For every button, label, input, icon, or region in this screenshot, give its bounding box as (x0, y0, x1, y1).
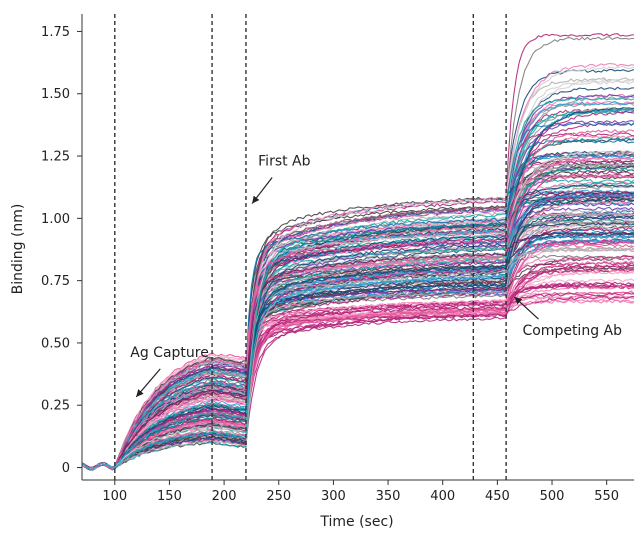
x-tick-label: 500 (540, 489, 565, 504)
binding-trace (81, 234, 634, 471)
y-tick-label: 0.75 (41, 274, 70, 289)
binding-trace (81, 267, 634, 470)
x-tick-label: 200 (212, 489, 237, 504)
y-tick-label: 0.25 (41, 399, 70, 414)
binding-trace (81, 270, 634, 470)
y-tick-label: 1.25 (41, 150, 70, 165)
phase-marker-layer (114, 14, 507, 480)
y-tick-label: 0 (62, 461, 70, 476)
binding-trace (81, 193, 634, 471)
binding-trace (81, 231, 634, 471)
binding-trace (81, 247, 634, 470)
binding-trace (81, 165, 634, 470)
x-tick-label: 300 (321, 489, 346, 504)
binding-trace (81, 197, 634, 471)
x-tick-label: 550 (594, 489, 619, 504)
binding-trace (81, 264, 634, 471)
binding-trace (81, 241, 634, 470)
binding-trace (81, 65, 634, 470)
y-axis-label: Binding (nm) (10, 204, 26, 295)
binding-trace (81, 107, 634, 471)
binding-trace (81, 150, 634, 470)
y-tick-label: 1.50 (41, 87, 70, 102)
annotation-arrow (514, 296, 539, 320)
annotation-ag-capture: Ag Capture (130, 345, 209, 361)
binding-trace (81, 292, 634, 470)
y-tick-label: 0.50 (41, 336, 70, 351)
binding-trace (81, 120, 634, 470)
tick-layer: 100 150 200 250 300 350 400 450 500 550 0 0.25 0.50 0… (41, 25, 619, 504)
binding-trace (81, 248, 634, 471)
binding-trace (81, 167, 634, 471)
binding-trace (81, 221, 634, 470)
binding-trace (82, 156, 634, 471)
x-tick-label: 250 (266, 489, 291, 504)
annotation-arrow (135, 368, 161, 398)
x-tick-label: 350 (376, 489, 401, 504)
binding-trace (81, 128, 634, 470)
series-layer (81, 33, 634, 471)
binding-trace (81, 181, 634, 469)
binding-trace (81, 154, 634, 471)
binding-trace (81, 36, 634, 471)
x-axis-label: Time (sec) (319, 514, 393, 530)
annotation-first-ab: First Ab (258, 153, 310, 169)
binding-trace (81, 239, 634, 471)
x-tick-label: 400 (430, 489, 455, 504)
y-tick-label: 1.00 (41, 212, 70, 227)
annotation-arrow (251, 177, 273, 204)
binding-trace (81, 214, 634, 469)
x-tick-label: 100 (102, 489, 127, 504)
annotation-layer: Ag Capture First Ab Competing Ab (130, 153, 622, 398)
y-tick-label: 1.75 (41, 25, 70, 40)
binding-trace (81, 96, 634, 470)
annotation-competing-ab: Competing Ab (522, 323, 622, 339)
binding-trace (81, 175, 634, 470)
x-tick-label: 150 (157, 489, 182, 504)
x-tick-label: 450 (485, 489, 510, 504)
axes-layer (81, 14, 634, 481)
binding-trace (81, 232, 634, 471)
binding-trace (81, 162, 634, 471)
